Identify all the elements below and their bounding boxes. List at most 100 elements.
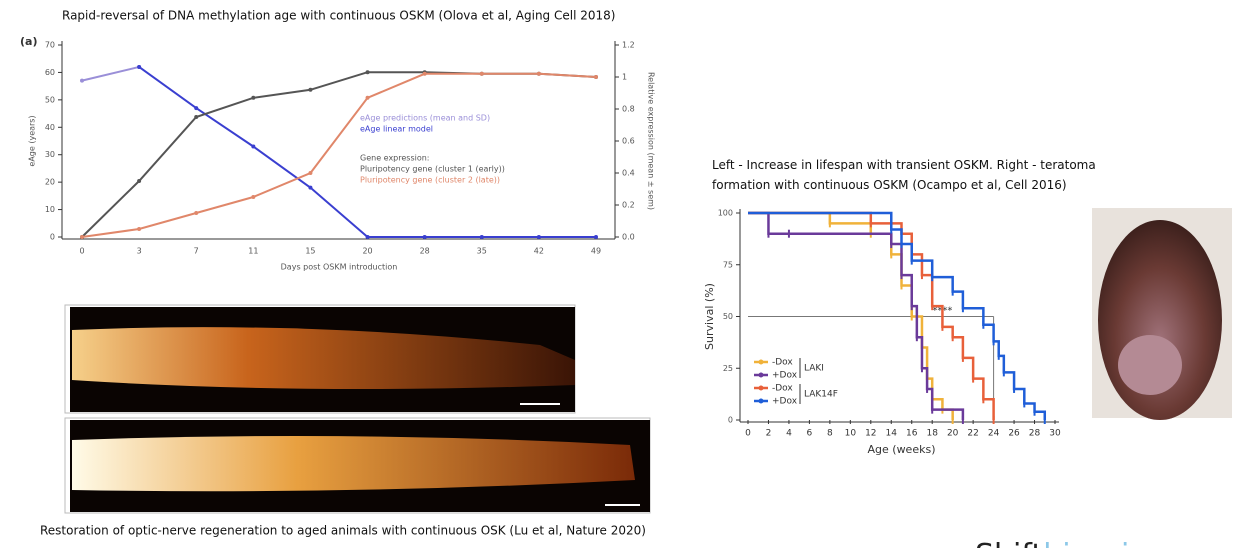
top-caption: Rapid-reversal of DNA methylation age wi… (62, 9, 615, 23)
x-tick-label: 49 (591, 247, 601, 256)
point (536, 235, 541, 239)
nerve-signal (72, 327, 575, 389)
x-tick-label: 20 (362, 247, 372, 256)
point (594, 235, 598, 239)
x-tick-label: 24 (988, 429, 1000, 439)
nerve-signal (72, 436, 635, 492)
x-axis-label: Days post OSKM introduction (281, 263, 398, 272)
caption-line: formation with continuous OSKM (Ocampo e… (712, 178, 1067, 192)
y-tick-label: 50 (45, 95, 55, 104)
caption-line: Left - Increase in lifespan with transie… (712, 158, 1096, 172)
x-tick-label: 16 (906, 429, 918, 439)
x-tick-label: 20 (947, 429, 959, 439)
point (479, 71, 484, 76)
legend-label: eAge linear model (360, 125, 433, 134)
logo-word: Shift (975, 538, 1043, 548)
legend-label: -Dox (772, 358, 793, 368)
x-tick-label: 28 (1029, 429, 1041, 439)
point (594, 75, 598, 79)
y-tick-label: 100 (718, 209, 733, 218)
point (80, 78, 84, 83)
point (194, 115, 199, 119)
point (308, 87, 313, 92)
x-tick-label: 0 (745, 429, 751, 439)
point (536, 71, 541, 76)
y-tick-label: 50 (723, 312, 733, 321)
legend-label: Pluripotency gene (cluster 2 (late)) (360, 176, 500, 185)
x-tick-label: 18 (926, 429, 938, 439)
bottom-caption: Restoration of optic-nerve regeneration … (40, 524, 646, 538)
x-tick-label: 30 (1049, 429, 1061, 439)
y-tick-label: 60 (45, 68, 55, 77)
x-tick-label: 28 (420, 247, 430, 256)
y2-tick-label: 1.2 (622, 41, 635, 50)
y2-tick-label: 0.8 (622, 105, 635, 114)
panel-label: (a) (20, 35, 37, 48)
point (479, 235, 484, 239)
y-tick-label: 75 (723, 260, 733, 269)
y2-tick-label: 1 (622, 73, 627, 82)
point (308, 171, 313, 175)
y-tick-label: 25 (723, 364, 733, 373)
point (308, 185, 313, 190)
legend-label: eAge predictions (mean and SD) (360, 114, 490, 123)
y2-tick-label: 0.0 (622, 233, 635, 242)
y-tick-label: 10 (45, 205, 55, 214)
legend-marker (758, 385, 764, 391)
point (365, 70, 370, 75)
series-line (138, 66, 596, 238)
legend-marker (758, 359, 764, 365)
legend-label: -Dox (772, 384, 793, 394)
logo-accent: bioscience (1043, 538, 1202, 548)
logo: Shiftbioscience (975, 538, 1202, 548)
x-tick-label: 2 (766, 429, 772, 439)
point (365, 235, 370, 239)
x-tick-label: 42 (534, 247, 544, 256)
right-caption: Left - Increase in lifespan with transie… (712, 158, 1096, 192)
x-tick-label: 35 (477, 247, 487, 256)
point (422, 235, 427, 239)
x-tick-label: 4 (786, 429, 792, 439)
point (422, 71, 427, 76)
legend-group: LAK14F (804, 390, 838, 400)
y-tick-label: 0 (50, 233, 55, 242)
teratoma (1118, 335, 1182, 395)
y2-axis-label: Relative expression (mean ± sem) (647, 72, 656, 210)
legend-label: Pluripotency gene (cluster 1 (early)) (360, 165, 505, 174)
legend-marker (758, 398, 764, 404)
point (251, 144, 256, 149)
point (251, 95, 256, 100)
legend-marker (758, 372, 764, 378)
legend-label: +Dox (772, 397, 798, 407)
x-tick-label: 12 (865, 429, 876, 439)
point (365, 95, 370, 100)
x-tick-label: 7 (194, 247, 199, 256)
y-tick-label: 40 (45, 123, 55, 132)
x-tick-label: 14 (886, 429, 898, 439)
x-tick-label: 3 (137, 247, 142, 256)
x-tick-label: 6 (807, 429, 813, 439)
y-tick-label: 0 (728, 416, 733, 425)
point (137, 179, 142, 183)
point (251, 195, 256, 199)
point (137, 227, 142, 231)
series-line (81, 72, 597, 238)
y-tick-label: 70 (45, 41, 55, 50)
y-axis-label: eAge (years) (28, 115, 37, 166)
series-line (748, 211, 965, 420)
x-tick-label: 22 (967, 429, 978, 439)
point (137, 64, 142, 69)
legend-label: +Dox (772, 371, 798, 381)
x-tick-label: 11 (248, 247, 258, 256)
legend-title: Gene expression: (360, 154, 430, 163)
y2-tick-label: 0.4 (622, 169, 635, 178)
y-tick-label: 20 (45, 178, 55, 187)
point (80, 235, 84, 239)
series-line (81, 65, 140, 82)
y2-tick-label: 0.2 (622, 201, 635, 210)
point (194, 106, 199, 111)
point (194, 211, 199, 215)
x-tick-label: 15 (305, 247, 315, 256)
